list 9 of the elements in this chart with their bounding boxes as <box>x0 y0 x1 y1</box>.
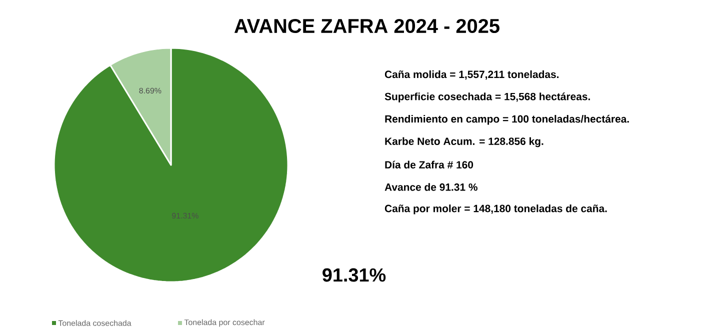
text: Caña molida = 1,557,211 toneladas. <box>384 70 559 80</box>
text: 91.31% <box>322 268 386 282</box>
text: Rendimiento en campo = 100 toneladas/hectárea. <box>385 114 629 125</box>
text: AVANCE ZAFRA 2024 - 2025 <box>234 18 500 34</box>
text: Caña por moler = 148,180 toneladas de caña. <box>384 204 607 214</box>
text: Día de Zafra # 160 <box>385 160 474 168</box>
text: Karbe Neto Acum. = 128.856 kg. <box>385 137 544 148</box>
text: Avance de 91.31 % <box>384 183 478 191</box>
text: Superficie cosechada = 15,568 hectáreas. <box>384 92 590 102</box>
